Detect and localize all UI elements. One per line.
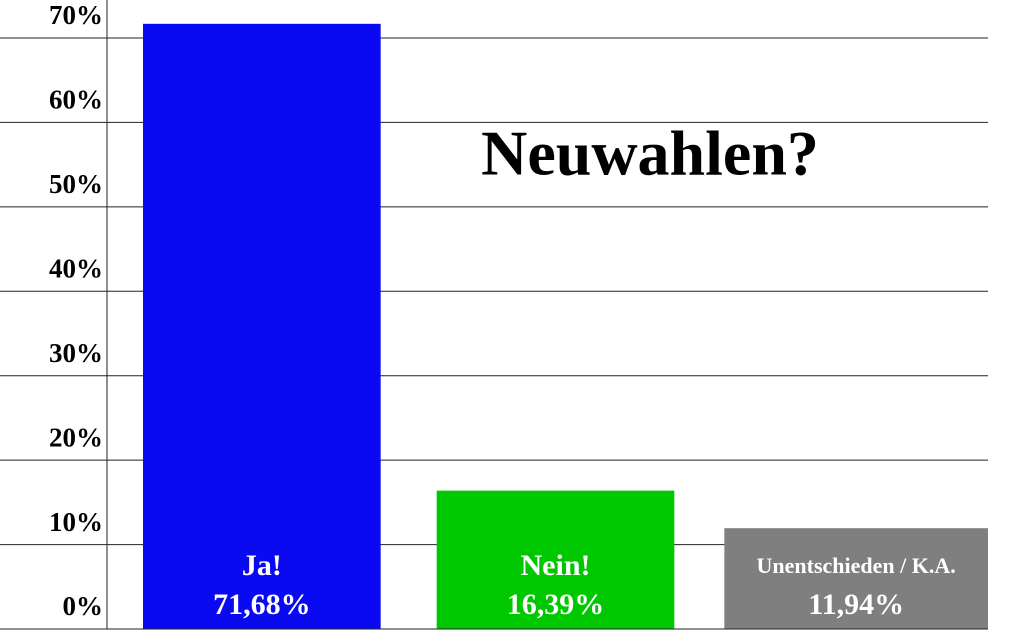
value-label: 11,94%	[808, 588, 904, 621]
value-label: 16,39%	[507, 588, 605, 621]
y-tick-label: 10%	[49, 507, 103, 537]
value-label: 71,68%	[213, 588, 311, 621]
category-label: Unentschieden / K.A.	[757, 553, 956, 578]
bar	[436, 490, 675, 629]
y-tick-label: 60%	[49, 85, 103, 115]
category-label: Ja!	[242, 549, 282, 582]
y-tick-label: 70%	[49, 0, 103, 30]
bar	[724, 528, 988, 629]
y-tick-label: 20%	[49, 422, 103, 452]
y-tick-label: 40%	[49, 253, 103, 283]
y-tick-label: 50%	[49, 169, 103, 199]
y-tick-label: 0%	[63, 591, 104, 621]
bar	[143, 23, 381, 630]
chart-title: Neuwahlen?	[481, 118, 819, 189]
category-label: Nein!	[521, 549, 591, 582]
y-tick-label: 30%	[49, 338, 103, 368]
